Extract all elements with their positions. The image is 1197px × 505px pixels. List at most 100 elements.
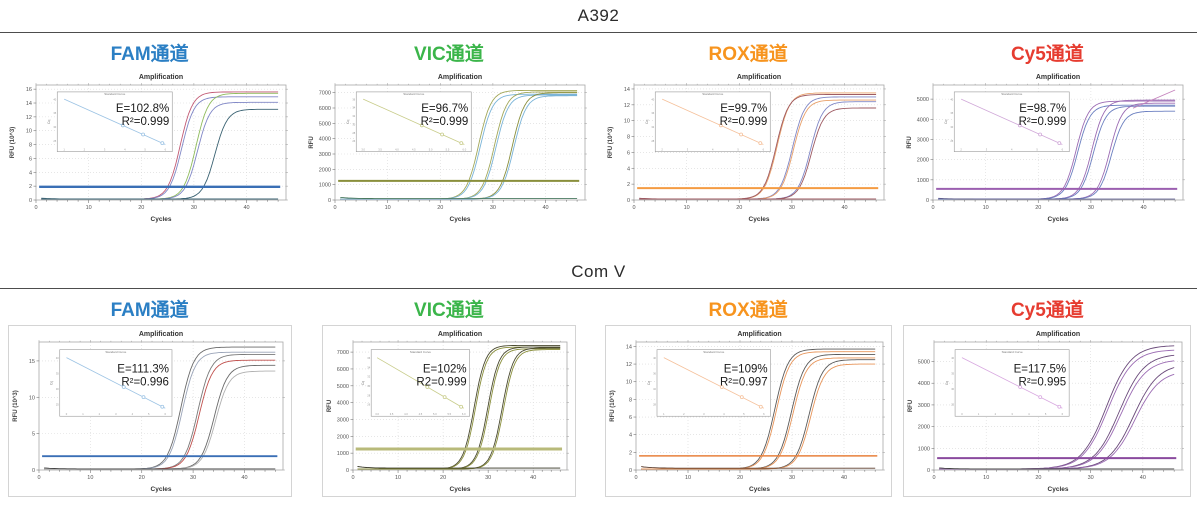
channel-label-a392-vic: VIC通道 xyxy=(414,44,484,65)
svg-text:4: 4 xyxy=(723,412,725,416)
standard-curve-point xyxy=(739,395,744,400)
standard-curve-point xyxy=(1018,385,1023,389)
plot-title: Amplification xyxy=(438,331,482,338)
x-axis-label: Cycles xyxy=(1048,216,1069,223)
panel-row: Amplification Standard Curve 0 1 2 3 4 5 6 40 35 30… xyxy=(0,325,1197,497)
svg-text:6: 6 xyxy=(763,148,765,152)
svg-text:26: 26 xyxy=(352,139,355,143)
svg-text:0: 0 xyxy=(927,468,930,474)
amplification-plot-comv-fam: Amplification Standard Curve 0 1 2 3 4 5 6 40 35 30… xyxy=(7,325,292,497)
svg-text:16: 16 xyxy=(26,87,32,93)
svg-text:7000: 7000 xyxy=(337,350,349,356)
r-squared-value: R2=0.999 xyxy=(416,376,466,388)
plot-title: Amplification xyxy=(438,74,482,81)
amplification-plot-a392-vic: Amplification Standard Curve 3.0 3.5 4.0 4.5 5… xyxy=(304,69,593,226)
svg-text:2: 2 xyxy=(29,184,32,190)
svg-text:4: 4 xyxy=(712,148,714,152)
svg-text:40: 40 xyxy=(53,97,56,101)
x-axis-label: Cycles xyxy=(150,486,171,493)
plot-title: Amplification xyxy=(138,331,182,338)
inset-ylabel: Cq xyxy=(647,381,651,385)
x-axis-label: Cycles xyxy=(449,216,470,223)
svg-text:20: 20 xyxy=(736,205,742,211)
inset-title: Standard Curve xyxy=(702,92,723,96)
svg-text:35: 35 xyxy=(53,111,56,115)
svg-text:40: 40 xyxy=(651,97,654,101)
svg-text:2000: 2000 xyxy=(917,158,929,164)
svg-text:40: 40 xyxy=(530,475,536,481)
svg-text:40: 40 xyxy=(542,205,548,211)
panel-row: Amplification Standard Curve 1 2 3 4 5 6 40 35 30 2… xyxy=(0,69,1197,226)
svg-text:10: 10 xyxy=(87,475,93,481)
plot-title: Amplification xyxy=(1036,331,1080,338)
efficiency-value: E=99.7% xyxy=(720,103,767,115)
svg-text:30: 30 xyxy=(190,205,196,211)
svg-text:5: 5 xyxy=(148,412,150,416)
efficiency-value: E=96.7% xyxy=(421,103,468,115)
section-comv: Com V FAM通道 VIC通道 ROX通道 Cy5通道 Amplification… xyxy=(0,258,1197,497)
svg-text:5000: 5000 xyxy=(917,97,929,103)
plot-title: Amplification xyxy=(737,74,781,81)
svg-text:15: 15 xyxy=(29,359,35,365)
plot-title: Amplification xyxy=(138,74,182,81)
svg-text:20: 20 xyxy=(440,475,446,481)
standard-curve-point xyxy=(121,385,126,389)
svg-text:20: 20 xyxy=(437,205,443,211)
svg-text:5000: 5000 xyxy=(918,360,930,366)
amplification-curve xyxy=(357,466,561,469)
panel-cell-a392-rox: Amplification Standard Curve 2 3 4 5 6 40 36 32 28… xyxy=(599,69,898,226)
svg-text:4: 4 xyxy=(29,170,32,176)
svg-text:30: 30 xyxy=(789,205,795,211)
svg-text:20: 20 xyxy=(737,475,743,481)
svg-text:25: 25 xyxy=(55,403,58,407)
svg-text:14: 14 xyxy=(26,101,32,107)
x-axis-label: Cycles xyxy=(449,486,470,493)
svg-text:4: 4 xyxy=(629,433,632,439)
svg-text:30: 30 xyxy=(1088,205,1094,211)
inset-ylabel: Cq xyxy=(945,120,949,124)
svg-text:25: 25 xyxy=(952,403,955,407)
svg-text:30: 30 xyxy=(53,125,56,129)
svg-text:2: 2 xyxy=(662,148,664,152)
svg-text:3: 3 xyxy=(986,148,988,152)
y-axis-label: RFU (10^3) xyxy=(608,127,614,159)
svg-text:30: 30 xyxy=(952,387,955,391)
standard-curve-line xyxy=(961,98,1063,145)
svg-text:3.0: 3.0 xyxy=(375,412,379,416)
standard-curve-point xyxy=(1038,395,1043,400)
svg-text:4.0: 4.0 xyxy=(404,412,408,416)
plot-title: Amplification xyxy=(1036,74,1080,81)
amplification-curve xyxy=(340,95,577,200)
r-squared-value: R²=0.999 xyxy=(1019,116,1067,128)
svg-text:5: 5 xyxy=(144,148,146,152)
channel-label-comv-cy5: Cy5通道 xyxy=(1010,300,1084,321)
svg-text:5: 5 xyxy=(32,432,35,438)
inset-title: Standard Curve xyxy=(403,92,424,96)
svg-text:40: 40 xyxy=(951,97,954,101)
standard-curve-inset: Standard Curve 3.0 3.5 4.0 4.5 5.0 5.5 6.0 36 34 3… xyxy=(361,349,470,417)
svg-text:6: 6 xyxy=(1062,148,1064,152)
svg-text:0: 0 xyxy=(962,412,964,416)
standard-curve-inset: Standard Curve 1 2 3 4 5 6 40 36 32 28 Cq E=109%R²=0… xyxy=(647,349,771,417)
svg-text:30: 30 xyxy=(367,384,370,388)
svg-text:2: 2 xyxy=(995,412,997,416)
r-squared-value: R²=0.995 xyxy=(1019,376,1067,388)
section-divider xyxy=(0,32,1197,33)
svg-text:10: 10 xyxy=(26,129,32,135)
svg-text:10: 10 xyxy=(29,395,35,401)
inset-ylabel: Cq xyxy=(47,120,51,124)
panel-cell-a392-fam: Amplification Standard Curve 1 2 3 4 5 6 40 35 30 2… xyxy=(0,69,299,226)
svg-text:0: 0 xyxy=(32,468,35,474)
svg-text:6: 6 xyxy=(164,148,166,152)
standard-curve-point xyxy=(1057,141,1062,146)
channel-label-comv-fam: FAM通道 xyxy=(110,300,189,321)
svg-text:1000: 1000 xyxy=(337,451,349,457)
channel-label-a392-rox: ROX通道 xyxy=(708,44,788,65)
svg-text:4.5: 4.5 xyxy=(418,412,422,416)
svg-text:30: 30 xyxy=(352,122,355,126)
svg-text:1: 1 xyxy=(663,412,665,416)
svg-text:5.0: 5.0 xyxy=(429,148,433,152)
svg-text:2000: 2000 xyxy=(337,434,349,440)
svg-text:0: 0 xyxy=(933,475,936,481)
